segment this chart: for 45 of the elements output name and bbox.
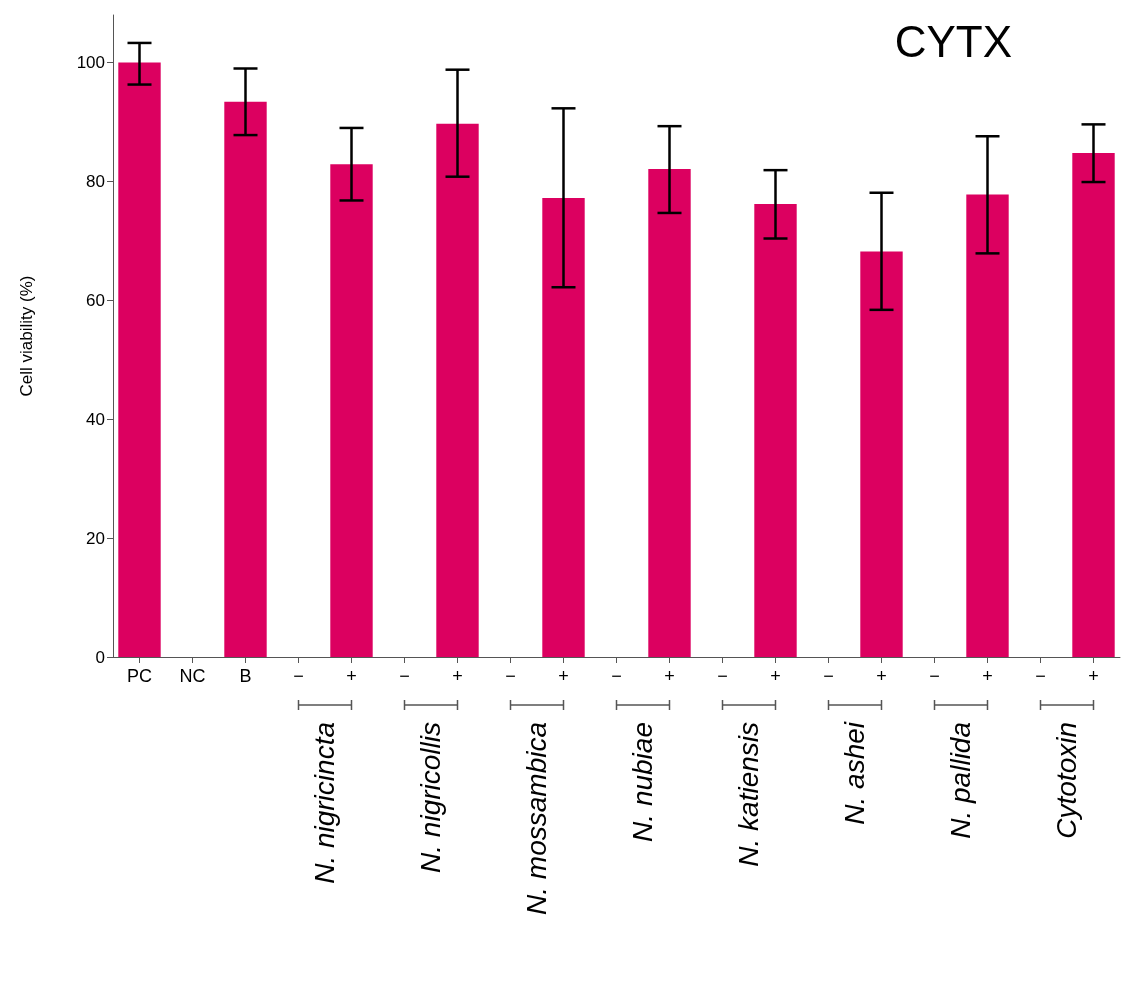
- bar: [224, 101, 267, 657]
- x-tick-label: +: [1088, 666, 1099, 686]
- x-tick-label: +: [664, 666, 675, 686]
- x-tick-label: +: [558, 666, 569, 686]
- x-tick-label: +: [452, 666, 463, 686]
- x-tick-label: −: [293, 666, 304, 686]
- text: N. mossambica: [521, 722, 552, 915]
- x-tick-label: −: [929, 666, 940, 686]
- text: Cytotoxin: [1051, 722, 1082, 839]
- bar: [118, 62, 161, 657]
- chart-title: CYTX: [894, 16, 1013, 66]
- y-tick-label: 80: [86, 171, 105, 191]
- text: N. ashei: [839, 721, 870, 825]
- text: N. nigricincta: [309, 722, 340, 884]
- bar: [436, 123, 479, 657]
- bar: [860, 251, 903, 657]
- text: N. katiensis: [733, 722, 764, 867]
- text: N. nubiae: [627, 722, 658, 842]
- x-tick-label: −: [1035, 666, 1046, 686]
- bar: [648, 168, 691, 657]
- x-tick-label: PC: [126, 666, 153, 686]
- y-tick-label: 20: [86, 528, 105, 548]
- x-tick-label: −: [399, 666, 410, 686]
- text: N. nigricollis: [415, 722, 446, 873]
- bar: [1072, 152, 1115, 657]
- x-tick-label: +: [982, 666, 993, 686]
- bar: [966, 194, 1009, 657]
- x-tick-label: B: [239, 666, 252, 686]
- y-tick-label: 0: [95, 647, 105, 667]
- text: N. pallida: [945, 722, 976, 839]
- x-tick-label: −: [717, 666, 728, 686]
- x-tick-label: −: [505, 666, 516, 686]
- x-tick-label: −: [611, 666, 622, 686]
- bar: [754, 204, 797, 657]
- bar: [542, 198, 585, 657]
- x-tick-label: +: [346, 666, 357, 686]
- x-tick-label: −: [823, 666, 834, 686]
- y-tick-label: 60: [86, 290, 105, 310]
- x-tick-label: NC: [179, 666, 206, 686]
- y-tick-label: 100: [76, 53, 105, 73]
- y-tick-label: 40: [86, 409, 105, 429]
- y-axis-title: Cell viability (%): [17, 275, 36, 397]
- x-tick-label: +: [770, 666, 781, 686]
- bar: [330, 164, 373, 657]
- x-tick-label: +: [876, 666, 887, 686]
